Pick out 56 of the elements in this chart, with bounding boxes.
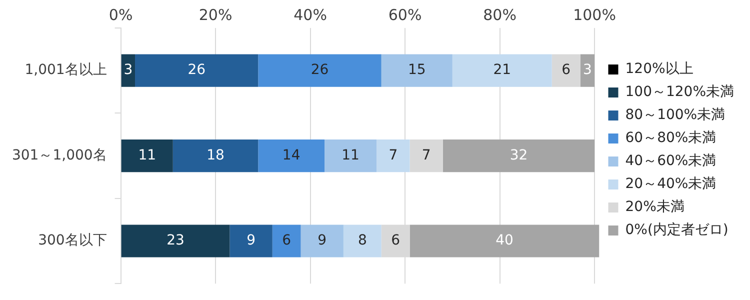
- bar: [258, 54, 382, 87]
- x-tick-label: 40%: [294, 6, 327, 24]
- legend-label: 80～100%未満: [625, 107, 726, 124]
- data-label: 3: [124, 62, 133, 78]
- data-label: 8: [358, 232, 367, 249]
- data-label: 11: [138, 147, 156, 164]
- bar: [552, 54, 580, 87]
- data-label: 14: [282, 147, 300, 164]
- data-label: 6: [562, 62, 571, 78]
- legend-label: 60～80%未満: [625, 130, 716, 146]
- bar: [258, 140, 324, 172]
- bar: [343, 224, 382, 258]
- x-tick-label: 100%: [573, 6, 616, 24]
- data-label: 26: [310, 62, 329, 78]
- bar: [442, 140, 595, 172]
- y-tick-label: 301～1,000名: [12, 147, 107, 164]
- data-label: 40: [496, 232, 514, 249]
- data-label: 3: [582, 62, 592, 78]
- legend-label: 100～120%未満: [625, 84, 734, 100]
- bar: [272, 224, 301, 258]
- legend-label: 20～40%未満: [625, 176, 716, 192]
- data-label: 21: [493, 62, 512, 78]
- y-tick-label: 1,001名以上: [24, 62, 107, 78]
- legend-label: 40～60%未満: [625, 153, 716, 170]
- bar: [452, 54, 552, 87]
- bar: [300, 224, 344, 258]
- bar: [324, 140, 377, 172]
- y-tick-label: 300名以下: [38, 232, 107, 249]
- data-label: 26: [188, 62, 206, 78]
- data-label: 11: [342, 147, 360, 164]
- legend-label: 0%(内定者ゼロ): [625, 222, 728, 238]
- x-tick-label: 0%: [108, 6, 133, 24]
- bar: [230, 224, 272, 258]
- data-label: 6: [391, 232, 400, 249]
- bar: [121, 140, 173, 172]
- bar: [410, 224, 600, 258]
- data-label: 18: [206, 147, 224, 164]
- data-label: 32: [510, 147, 528, 164]
- bar: [376, 140, 410, 172]
- data-label: 15: [408, 62, 426, 78]
- legend-label: 20%未満: [625, 199, 684, 216]
- x-tick-label: 20%: [198, 6, 232, 24]
- data-label: 7: [422, 147, 431, 164]
- bar: [121, 224, 230, 258]
- data-label: 23: [166, 232, 184, 249]
- bar: [172, 140, 258, 172]
- bar: [410, 140, 443, 172]
- data-label: 9: [318, 232, 327, 249]
- legend-label: 120%以上: [625, 61, 694, 78]
- data-label: 9: [246, 232, 256, 249]
- bar: [135, 54, 258, 87]
- data-label: 7: [388, 147, 398, 164]
- data-label: 6: [282, 232, 292, 249]
- x-tick-label: 60%: [388, 6, 422, 24]
- x-tick-label: 80%: [483, 6, 516, 24]
- bar: [381, 54, 452, 87]
